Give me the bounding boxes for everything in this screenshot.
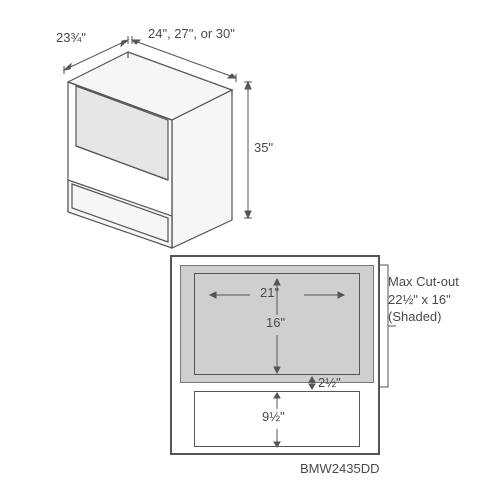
cabinet-svg (40, 30, 270, 260)
width-dimension: 24", 27", or 30" (148, 26, 235, 41)
max-cutout-line1: Max Cut-out (388, 273, 459, 291)
depth-dimension: 23¾" (56, 30, 86, 45)
height-dimension: 35" (254, 140, 273, 155)
max-cutout-line2: 22½" x 16" (388, 291, 459, 309)
cabinet-isometric: 23¾" 24", 27", or 30" 35" (40, 30, 270, 260)
bracket-icon (378, 263, 398, 393)
bottom-margin-label: 2½" (318, 375, 341, 390)
drawer-height-label: 9½" (262, 409, 285, 424)
max-cutout-line3: (Shaded) (388, 308, 459, 326)
cutout-width-label: 21" (260, 285, 279, 300)
diagram-container: 23¾" 24", 27", or 30" 35" (0, 0, 500, 500)
model-number: BMW2435DD (300, 461, 379, 476)
cutout-height-label: 16" (266, 315, 285, 330)
front-outer-frame: 21" 16" 2½" 9½" (170, 255, 380, 455)
max-cutout-text: Max Cut-out 22½" x 16" (Shaded) (388, 273, 459, 326)
front-elevation: 21" 16" 2½" 9½" Max Cut-out 22½" x 16" (… (170, 255, 470, 485)
